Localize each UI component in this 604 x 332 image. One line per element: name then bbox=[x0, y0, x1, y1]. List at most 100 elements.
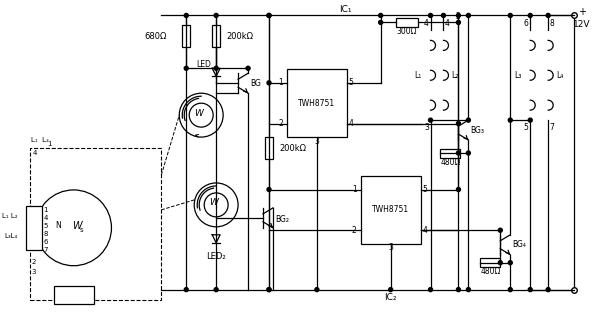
Circle shape bbox=[509, 118, 512, 122]
Text: LED₂: LED₂ bbox=[207, 252, 226, 261]
Circle shape bbox=[457, 14, 460, 18]
Circle shape bbox=[528, 14, 532, 18]
Circle shape bbox=[509, 261, 512, 265]
Text: 200kΩ: 200kΩ bbox=[226, 32, 253, 41]
Bar bbox=[265, 137, 273, 159]
Text: 480Ω: 480Ω bbox=[480, 267, 501, 276]
Text: 3: 3 bbox=[31, 269, 36, 275]
Text: L₄: L₄ bbox=[556, 71, 564, 80]
Circle shape bbox=[466, 288, 471, 291]
Circle shape bbox=[428, 14, 432, 18]
Text: +: + bbox=[578, 7, 586, 18]
Text: 4: 4 bbox=[423, 226, 428, 235]
Circle shape bbox=[457, 288, 460, 291]
Bar bbox=[212, 26, 220, 47]
Text: L₂: L₂ bbox=[451, 71, 459, 80]
Text: 4: 4 bbox=[43, 215, 48, 221]
Circle shape bbox=[546, 288, 550, 291]
Text: 7: 7 bbox=[43, 247, 48, 253]
Text: 5: 5 bbox=[524, 123, 528, 131]
Text: 1: 1 bbox=[43, 207, 48, 213]
Circle shape bbox=[457, 122, 460, 125]
Text: 3: 3 bbox=[315, 136, 320, 145]
Text: BG: BG bbox=[250, 79, 261, 88]
Text: 4: 4 bbox=[445, 19, 450, 28]
Text: 2: 2 bbox=[455, 12, 460, 21]
Circle shape bbox=[528, 288, 532, 291]
Text: 300Ω: 300Ω bbox=[396, 27, 417, 36]
Text: L₃: L₃ bbox=[514, 71, 521, 80]
Text: 6: 6 bbox=[43, 239, 48, 245]
Text: 680Ω: 680Ω bbox=[144, 32, 166, 41]
Text: 12V: 12V bbox=[573, 20, 591, 29]
Circle shape bbox=[379, 14, 383, 18]
Bar bbox=[54, 286, 94, 303]
Circle shape bbox=[498, 228, 503, 232]
Text: 3: 3 bbox=[424, 123, 429, 131]
Circle shape bbox=[214, 66, 218, 70]
Text: 4: 4 bbox=[424, 19, 429, 28]
Circle shape bbox=[457, 21, 460, 25]
Circle shape bbox=[466, 151, 471, 155]
Text: BG₃: BG₃ bbox=[471, 125, 484, 134]
Bar bbox=[26, 206, 42, 250]
Text: L₁  L₂: L₁ L₂ bbox=[31, 137, 48, 143]
Circle shape bbox=[466, 118, 471, 122]
Circle shape bbox=[267, 288, 271, 291]
Text: 4: 4 bbox=[33, 150, 37, 156]
Bar bbox=[440, 148, 460, 157]
Circle shape bbox=[184, 288, 188, 291]
Circle shape bbox=[267, 14, 271, 18]
Circle shape bbox=[428, 118, 432, 122]
Circle shape bbox=[428, 288, 432, 291]
Text: W: W bbox=[209, 199, 217, 208]
Circle shape bbox=[457, 188, 460, 192]
Text: TWH8751: TWH8751 bbox=[372, 206, 409, 214]
Circle shape bbox=[214, 288, 218, 291]
Bar bbox=[361, 176, 420, 244]
Text: W: W bbox=[194, 109, 203, 118]
Text: TWH8751: TWH8751 bbox=[298, 99, 335, 108]
Text: W: W bbox=[72, 221, 82, 231]
Circle shape bbox=[246, 66, 250, 70]
Text: 5: 5 bbox=[349, 78, 353, 87]
Text: 2: 2 bbox=[31, 259, 36, 265]
Text: 1: 1 bbox=[352, 185, 357, 194]
Circle shape bbox=[214, 14, 218, 18]
Text: s: s bbox=[80, 227, 83, 233]
Circle shape bbox=[184, 66, 188, 70]
Circle shape bbox=[466, 14, 471, 18]
Circle shape bbox=[388, 288, 393, 291]
Circle shape bbox=[498, 261, 503, 265]
Text: 3: 3 bbox=[388, 243, 393, 252]
Circle shape bbox=[379, 21, 383, 25]
Text: 2: 2 bbox=[352, 226, 357, 235]
Text: BG₄: BG₄ bbox=[512, 240, 526, 249]
Bar bbox=[182, 26, 190, 47]
Text: 5: 5 bbox=[423, 185, 428, 194]
Circle shape bbox=[184, 14, 188, 18]
Bar bbox=[287, 69, 347, 137]
Circle shape bbox=[267, 81, 271, 85]
Text: 5: 5 bbox=[43, 223, 48, 229]
Text: LED: LED bbox=[196, 60, 211, 69]
Text: 480Ω: 480Ω bbox=[440, 157, 461, 167]
Text: BG₂: BG₂ bbox=[275, 215, 289, 224]
Text: L₃L₄: L₃L₄ bbox=[4, 233, 18, 239]
Circle shape bbox=[457, 151, 460, 155]
Circle shape bbox=[267, 14, 271, 18]
Bar bbox=[30, 148, 161, 299]
Circle shape bbox=[509, 14, 512, 18]
Circle shape bbox=[509, 288, 512, 291]
Text: 7: 7 bbox=[550, 123, 554, 131]
Circle shape bbox=[528, 118, 532, 122]
Text: 1: 1 bbox=[278, 78, 283, 87]
Text: 8: 8 bbox=[550, 19, 554, 28]
Circle shape bbox=[267, 188, 271, 192]
Bar bbox=[480, 258, 500, 267]
Text: 2: 2 bbox=[278, 119, 283, 128]
Circle shape bbox=[315, 288, 319, 291]
Bar bbox=[396, 18, 417, 27]
Text: 4: 4 bbox=[349, 119, 353, 128]
Text: IC₁: IC₁ bbox=[339, 5, 352, 14]
